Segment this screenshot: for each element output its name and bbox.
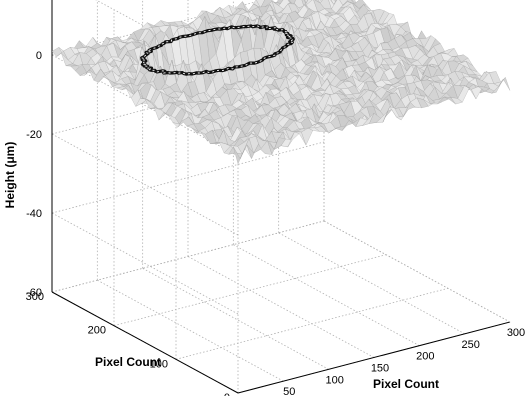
z-tick-label: 0 [36,50,42,62]
floor-gridline-x [97,279,284,382]
surface [51,0,511,165]
back-wall-gridline-z [51,220,325,293]
y-tick-label: 200 [88,325,106,337]
left-wall-gridline-z [51,133,239,236]
floor-gridline-y [175,287,449,360]
surface-facet [498,77,511,91]
back-wall-gridline-z [51,141,325,214]
tick-labels: -60-40-200200100200300050100150200250300 [26,50,526,396]
y-tick-label: 300 [26,291,44,303]
y-tick-label: 0 [224,392,230,396]
x-axis-line [237,321,511,394]
floor-edge [323,220,511,323]
x-tick-label: 50 [283,386,295,396]
y-axis-line [51,291,239,394]
y-tick-label: 100 [150,358,168,370]
z-tick-label: -20 [26,129,42,141]
floor-gridline-x [187,256,375,358]
floor-gridline-y [113,254,387,327]
crater-rim [140,24,295,76]
x-tick-label: 100 [326,374,344,386]
crater-rim-highlight [140,25,294,75]
x-tick-label: 200 [416,351,434,363]
z-axis-label: Height (μm) [3,142,17,209]
y-axis-label: Pixel Count [95,355,161,369]
z-tick-label: -40 [26,208,42,220]
x-axis-label: Pixel Count [373,377,439,391]
x-tick-label: 250 [462,339,480,351]
left-wall-gridline-z [51,212,239,315]
x-tick-label: 300 [507,327,525,339]
z-tick-label: -60 [26,287,42,299]
floor-gridline-x [233,244,420,347]
floor-gridline-x [278,232,465,335]
x-tick-label: 150 [371,363,389,375]
surface-facet [256,0,265,9]
floor-gridline-x [142,267,329,370]
